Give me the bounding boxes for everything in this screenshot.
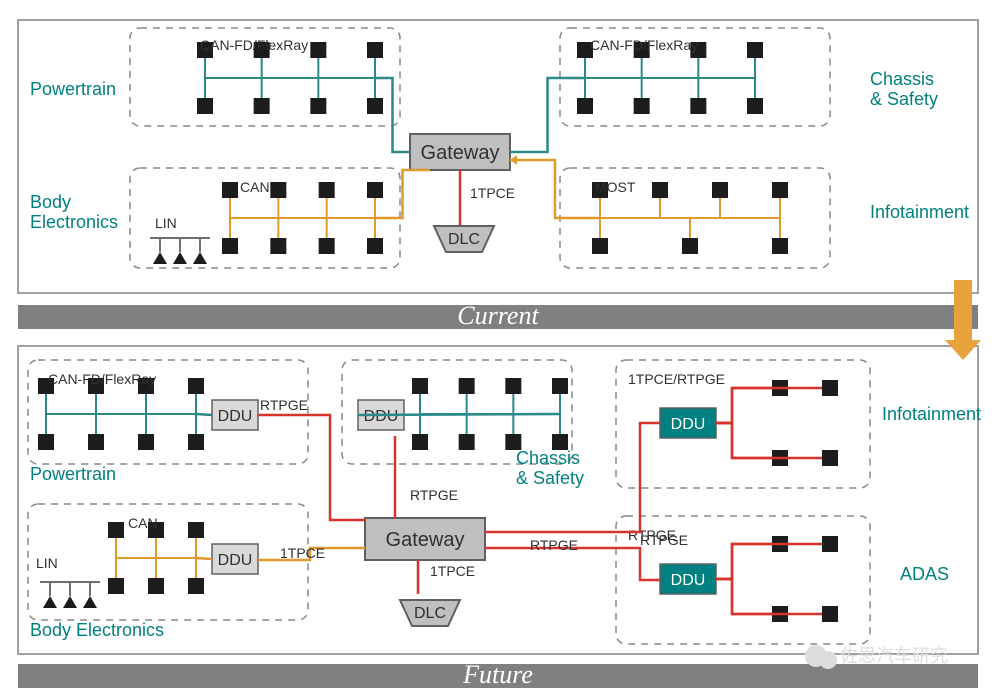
ecu-node: [254, 98, 270, 114]
ddu-label: DDU: [671, 416, 706, 433]
gateway-label: Gateway: [386, 529, 465, 551]
link: [375, 78, 410, 152]
gateway-label: Gateway: [421, 142, 500, 164]
ecu-node: [505, 378, 521, 394]
proto-f-infotainment: 1TPCE/RTPGE: [628, 371, 725, 387]
dlc-proto: 1TPCE: [470, 185, 515, 201]
ecu-node: [412, 434, 428, 450]
label-chassis-safety: Chassis: [870, 69, 934, 89]
ecu-node: [459, 434, 475, 450]
ecu-node: [270, 182, 286, 198]
diagram: CAN-FD/FlexRay Powertrain CAN-FD/FlexRay Ch…: [0, 0, 1004, 698]
ecu-node: [222, 238, 238, 254]
link-label-4: 1TPCE: [280, 545, 325, 561]
ddu-label: DDU: [218, 552, 253, 569]
ecu-node: [319, 182, 335, 198]
ecu-node: [682, 238, 698, 254]
ecu-node: [188, 434, 204, 450]
ecu-node: [108, 578, 124, 594]
label-body-electronics: Body: [30, 192, 71, 212]
dlc-proto-f: 1TPCE: [430, 563, 475, 579]
label-f-powertrain: Powertrain: [30, 464, 116, 484]
link-label-0: RTPGE: [260, 397, 308, 413]
ecu-node: [772, 182, 788, 198]
ecu-node: [634, 98, 650, 114]
link: [375, 170, 430, 218]
link-label-3: RTPGE: [640, 532, 688, 548]
ecu-node: [367, 238, 383, 254]
dlc-label: DLC: [448, 231, 480, 248]
proto-body-electronics: CAN: [240, 179, 270, 195]
ecu-node: [552, 378, 568, 394]
ecu-node: [712, 182, 728, 198]
ecu-node: [822, 606, 838, 622]
ecu-node: [367, 182, 383, 198]
link: [510, 78, 585, 152]
label-infotainment: Infotainment: [870, 202, 969, 222]
label-f-chassis-safety: Chassis: [516, 448, 580, 468]
ecu-node: [592, 238, 608, 254]
ecu-node: [690, 98, 706, 114]
ecu-node: [38, 434, 54, 450]
lin-label: LIN: [36, 555, 58, 571]
ecu-node: [822, 380, 838, 396]
transition-arrow: [954, 280, 972, 340]
label-f-chassis-safety: & Safety: [516, 468, 584, 488]
ecu-node: [772, 238, 788, 254]
future-banner-text: Future: [462, 660, 533, 689]
ecu-node: [88, 434, 104, 450]
ecu-node: [188, 578, 204, 594]
label-f-body-electronics: Body Electronics: [30, 620, 164, 640]
label-f-adas: ADAS: [900, 564, 949, 584]
link-label-1: RTPGE: [410, 487, 458, 503]
ddu-label: DDU: [218, 408, 253, 425]
link-label-2: RTPGE: [530, 537, 578, 553]
ecu-node: [577, 98, 593, 114]
ecu-node: [367, 98, 383, 114]
proto-powertrain: CAN-FD/FlexRay: [200, 37, 308, 53]
ecu-node: [148, 578, 164, 594]
ecu-node: [747, 42, 763, 58]
ecu-node: [822, 450, 838, 466]
lin-label: LIN: [155, 215, 177, 231]
link: [716, 423, 780, 458]
label-f-infotainment: Infotainment: [882, 404, 981, 424]
link: [196, 558, 212, 559]
ecu-node: [108, 522, 124, 538]
proto-infotainment: MOST: [595, 179, 636, 195]
proto-f-powertrain: CAN-FD/FlexRay: [48, 371, 156, 387]
ecu-node: [459, 378, 475, 394]
dlc-label: DLC: [414, 605, 446, 622]
link: [196, 414, 212, 415]
ecu-node: [367, 42, 383, 58]
ecu-node: [138, 434, 154, 450]
proto-f-body-electronics: CAN: [128, 515, 158, 531]
label-powertrain: Powertrain: [30, 79, 116, 99]
ecu-node: [310, 42, 326, 58]
ecu-node: [652, 182, 668, 198]
ecu-node: [319, 238, 335, 254]
proto-chassis-safety: CAN-FD/FlexRay: [590, 37, 698, 53]
ecu-node: [222, 182, 238, 198]
current-banner-text: Current: [457, 301, 539, 330]
link: [716, 388, 780, 423]
ddu-label: DDU: [364, 408, 399, 425]
link: [716, 544, 780, 579]
watermark-text: 佐思汽车研究: [840, 646, 948, 666]
ddu-label: DDU: [671, 572, 706, 589]
label-chassis-safety: & Safety: [870, 89, 938, 109]
ecu-node: [822, 536, 838, 552]
ecu-node: [747, 98, 763, 114]
link: [358, 414, 560, 415]
ecu-node: [197, 98, 213, 114]
ecu-node: [310, 98, 326, 114]
link: [716, 579, 780, 614]
ecu-node: [188, 522, 204, 538]
ecu-node: [412, 378, 428, 394]
label-body-electronics: Electronics: [30, 212, 118, 232]
ecu-node: [270, 238, 286, 254]
ecu-node: [188, 378, 204, 394]
